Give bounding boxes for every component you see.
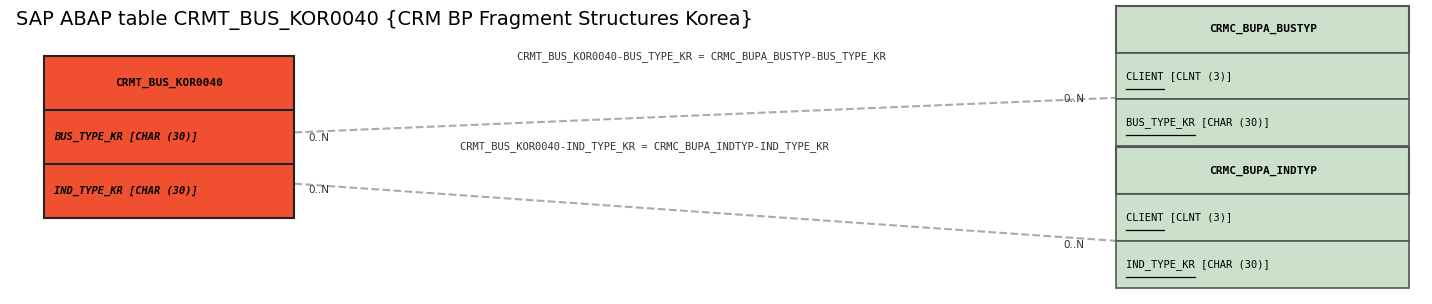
Text: BUS_TYPE_KR [CHAR (30)]: BUS_TYPE_KR [CHAR (30)] <box>54 132 198 142</box>
Text: CRMC_BUPA_BUSTYP: CRMC_BUPA_BUSTYP <box>1209 24 1316 34</box>
Text: SAP ABAP table CRMT_BUS_KOR0040 {CRM BP Fragment Structures Korea}: SAP ABAP table CRMT_BUS_KOR0040 {CRM BP … <box>16 10 753 30</box>
Text: CRMC_BUPA_INDTYP: CRMC_BUPA_INDTYP <box>1209 166 1316 176</box>
Text: BUS_TYPE_KR [CHAR (30)]: BUS_TYPE_KR [CHAR (30)] <box>1126 117 1270 128</box>
Text: CLIENT [CLNT (3)]: CLIENT [CLNT (3)] <box>1126 71 1233 81</box>
Text: IND_TYPE_KR [CHAR (30)]: IND_TYPE_KR [CHAR (30)] <box>1126 259 1270 270</box>
FancyBboxPatch shape <box>1116 53 1409 99</box>
Text: CRMT_BUS_KOR0040-IND_TYPE_KR = CRMC_BUPA_INDTYP-IND_TYPE_KR: CRMT_BUS_KOR0040-IND_TYPE_KR = CRMC_BUPA… <box>460 141 829 152</box>
Text: CLIENT [CLNT (3)]: CLIENT [CLNT (3)] <box>1126 212 1233 223</box>
Text: CRMT_BUS_KOR0040-BUS_TYPE_KR = CRMC_BUPA_BUSTYP-BUS_TYPE_KR: CRMT_BUS_KOR0040-BUS_TYPE_KR = CRMC_BUPA… <box>517 51 886 62</box>
FancyBboxPatch shape <box>44 110 295 164</box>
Text: 0..N: 0..N <box>1064 94 1084 104</box>
FancyBboxPatch shape <box>1116 241 1409 288</box>
FancyBboxPatch shape <box>1116 147 1409 194</box>
FancyBboxPatch shape <box>1116 194 1409 241</box>
FancyBboxPatch shape <box>44 56 295 110</box>
FancyBboxPatch shape <box>1116 6 1409 53</box>
Text: IND_TYPE_KR [CHAR (30)]: IND_TYPE_KR [CHAR (30)] <box>54 186 198 196</box>
Text: CRMT_BUS_KOR0040: CRMT_BUS_KOR0040 <box>116 78 223 88</box>
Text: 0..N: 0..N <box>1064 240 1084 250</box>
Text: 0..N: 0..N <box>309 185 329 195</box>
Text: 0..N: 0..N <box>309 133 329 143</box>
FancyBboxPatch shape <box>44 164 295 218</box>
FancyBboxPatch shape <box>1116 99 1409 146</box>
